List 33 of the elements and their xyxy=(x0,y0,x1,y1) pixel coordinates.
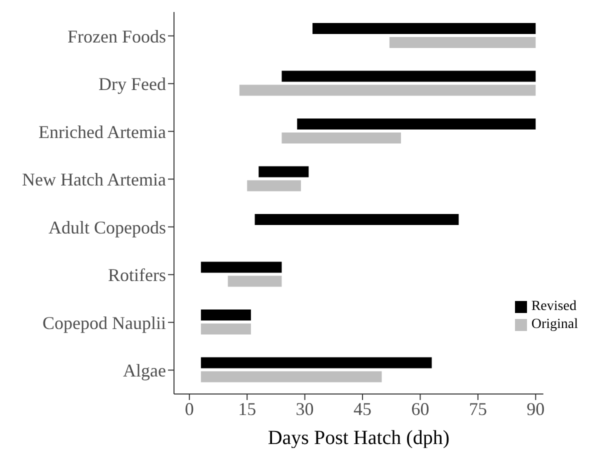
bar xyxy=(200,357,432,368)
legend-label: Original xyxy=(531,317,578,333)
bar xyxy=(247,180,301,192)
y-tick-label: Algae xyxy=(123,360,166,381)
bar xyxy=(200,262,282,273)
x-tick-label: 60 xyxy=(411,398,430,419)
y-tick-label: Adult Copepods xyxy=(48,217,166,238)
bar xyxy=(254,214,459,225)
bar xyxy=(239,84,536,96)
x-axis-title: Days Post Hatch (dph) xyxy=(268,427,450,449)
bar xyxy=(258,166,309,178)
y-tick-label: Frozen Foods xyxy=(68,26,166,46)
x-tick-label: 75 xyxy=(468,398,487,419)
y-tick-label: Dry Feed xyxy=(98,74,166,94)
x-tick-label: 15 xyxy=(238,398,256,419)
bar xyxy=(282,132,401,144)
x-tick-label: 0 xyxy=(184,398,194,419)
bar xyxy=(200,324,251,334)
bar xyxy=(297,118,536,130)
x-tick-label: 45 xyxy=(354,398,372,419)
bar xyxy=(282,70,536,82)
bar xyxy=(200,371,382,382)
legend-label: Revised xyxy=(531,299,576,315)
y-tick-label: Copepod Nauplii xyxy=(42,312,166,333)
y-tick-label: Rotifers xyxy=(108,265,166,286)
bar xyxy=(389,37,536,48)
y-tick-label: New Hatch Artemia xyxy=(22,170,166,190)
bar xyxy=(312,23,536,34)
x-tick-label: 30 xyxy=(296,398,314,419)
bar xyxy=(228,276,282,287)
bar xyxy=(200,310,251,320)
x-tick-label: 90 xyxy=(526,398,545,419)
y-tick-label: Enriched Artemia xyxy=(38,122,166,142)
